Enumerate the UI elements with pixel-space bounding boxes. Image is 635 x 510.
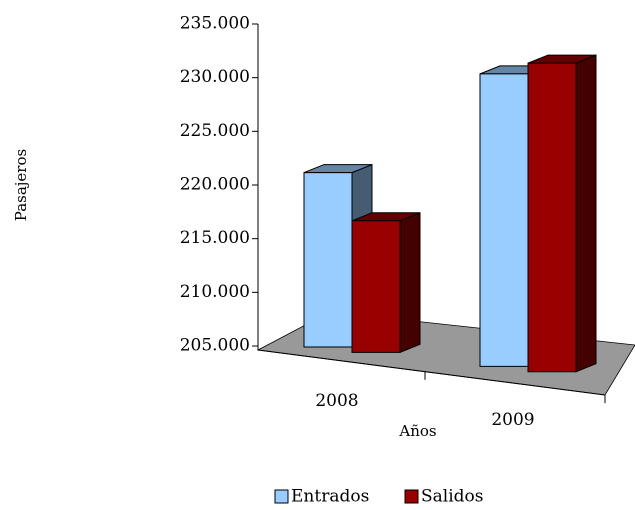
- y-tick-label: 225.000: [180, 121, 250, 141]
- y-tick-label: 220.000: [180, 175, 250, 195]
- bar: [351, 212, 421, 354]
- bar-side: [399, 212, 421, 354]
- legend-swatch: [404, 489, 419, 504]
- x-tick-label: 2008: [315, 391, 358, 411]
- bar-side: [575, 54, 597, 373]
- bar-front: [351, 220, 401, 353]
- y-tick-label: 210.000: [180, 282, 250, 302]
- legend-swatch: [274, 489, 289, 504]
- bar-front: [527, 62, 577, 373]
- bar: [527, 54, 597, 373]
- y-tick-label: 235.000: [180, 14, 250, 34]
- legend-label: Entrados: [291, 487, 369, 507]
- x-axis-title: Años: [398, 422, 436, 440]
- y-tick-label: 215.000: [180, 228, 250, 248]
- x-axis: [257, 349, 606, 396]
- bar-front: [479, 73, 529, 367]
- x-tick-label: 2009: [491, 410, 534, 430]
- y-axis-title: Pasajeros: [12, 149, 30, 221]
- bar-front: [303, 172, 353, 348]
- y-tick-label: 230.000: [180, 67, 250, 87]
- legend-label: Salidos: [421, 487, 484, 507]
- y-tick-label: 205.000: [180, 336, 250, 356]
